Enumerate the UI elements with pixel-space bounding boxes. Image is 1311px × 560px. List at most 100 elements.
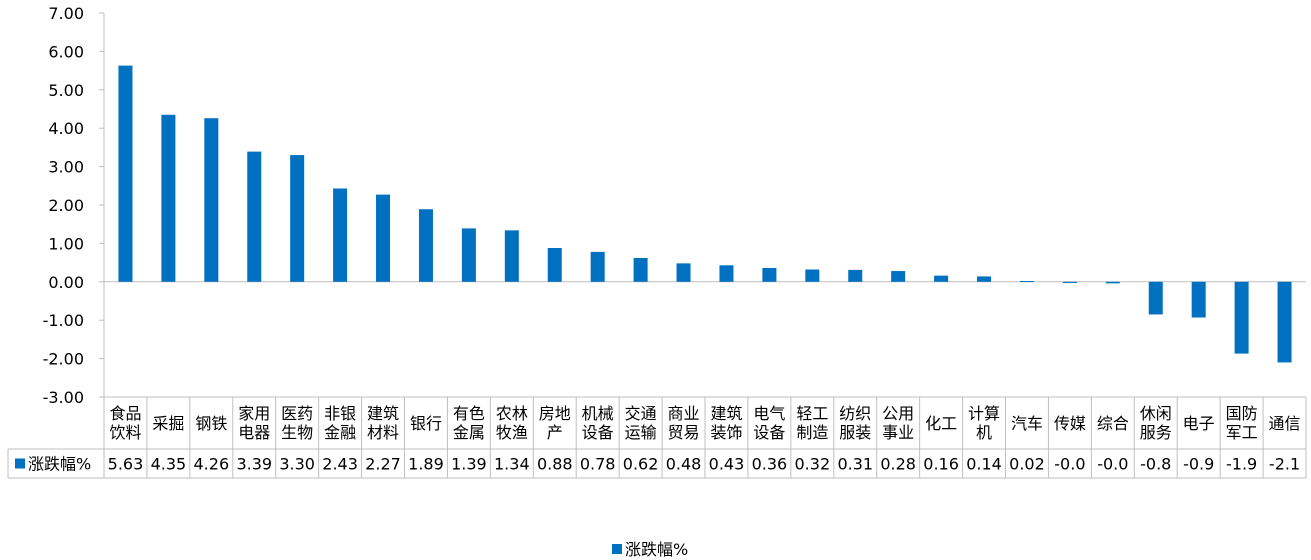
data-label: 4.35 — [151, 455, 187, 474]
data-label: -1.9 — [1226, 455, 1257, 474]
bar — [891, 271, 906, 282]
data-label: -0.8 — [1140, 455, 1171, 474]
y-tick-label: 6.00 — [48, 42, 84, 61]
data-label: 5.63 — [108, 455, 144, 474]
category-label: 汽车 — [1011, 414, 1043, 433]
data-label: 0.14 — [966, 455, 1002, 474]
data-label: -0.0 — [1054, 455, 1085, 474]
y-tick-label: 0.00 — [48, 273, 84, 292]
bar — [547, 248, 562, 282]
legend-swatch — [612, 544, 622, 554]
bar — [762, 267, 777, 282]
data-label: 2.43 — [322, 455, 358, 474]
data-label: -2.1 — [1269, 455, 1300, 474]
data-label: 0.43 — [709, 455, 745, 474]
bars — [118, 65, 1292, 363]
bar — [461, 228, 476, 282]
y-tick-label: 1.00 — [48, 234, 84, 253]
data-label: 2.27 — [365, 455, 401, 474]
category-label: 商业 — [668, 404, 700, 423]
bar — [1191, 281, 1206, 318]
y-tick-label: -3.00 — [43, 388, 84, 407]
data-label: 0.36 — [752, 455, 788, 474]
y-tick-label: 3.00 — [48, 158, 84, 177]
bar — [805, 269, 820, 282]
category-label: 电子 — [1183, 414, 1215, 433]
bar — [1148, 281, 1163, 315]
category-label: 服务 — [1140, 423, 1172, 442]
table-series-name: 涨跌幅% — [28, 455, 91, 474]
legend-label: 涨跌幅% — [625, 540, 688, 559]
category-label: 饮料 — [109, 423, 141, 442]
bar — [418, 209, 433, 282]
category-label: 通信 — [1269, 414, 1301, 433]
data-label: 0.32 — [795, 455, 831, 474]
y-axis: 7.00 6.00 5.00 4.00 3.00 2.00 1.00 0.00 -1.00 -2.… — [43, 4, 1306, 407]
data-label: -0.0 — [1097, 455, 1128, 474]
bar — [590, 251, 605, 282]
category-label: 化工 — [925, 414, 957, 433]
data-label: -0.9 — [1183, 455, 1214, 474]
category-label: 公用 — [882, 404, 914, 423]
y-tick-label: 4.00 — [48, 119, 84, 138]
data-label: 0.48 — [666, 455, 702, 474]
category-label: 事业 — [882, 423, 914, 442]
bar — [1105, 281, 1120, 284]
bar — [161, 114, 176, 282]
bar — [676, 263, 691, 282]
y-tick-label: 2.00 — [48, 196, 84, 215]
category-label: 建筑 — [367, 404, 399, 423]
category-label: 医药 — [281, 404, 313, 423]
data-label: 0.28 — [880, 455, 916, 474]
category-label: 制造 — [796, 423, 828, 442]
category-label: 房地 — [539, 404, 571, 423]
category-label: 建筑 — [710, 404, 742, 423]
category-label: 休闲 — [1140, 404, 1172, 423]
category-label: 牧渔 — [496, 423, 528, 442]
y-tick-label: -2.00 — [43, 350, 84, 369]
data-label: 0.88 — [537, 455, 573, 474]
bar — [633, 257, 648, 282]
category-label: 生物 — [281, 423, 313, 442]
category-label: 金融 — [324, 423, 356, 442]
bar — [376, 194, 391, 282]
data-label: 1.89 — [408, 455, 444, 474]
data-label: 0.02 — [1009, 455, 1045, 474]
data-label: 0.78 — [580, 455, 616, 474]
category-label: 电器 — [238, 423, 270, 442]
category-label: 设备 — [753, 423, 785, 442]
category-label: 轻工 — [796, 404, 828, 423]
bar — [290, 155, 305, 282]
category-label: 传媒 — [1054, 414, 1086, 433]
bar — [934, 275, 949, 282]
category-label: 计算 — [968, 404, 1000, 423]
bar — [977, 276, 992, 282]
bar — [1277, 281, 1292, 363]
category-label: 银行 — [410, 414, 442, 433]
data-label: 1.39 — [451, 455, 487, 474]
category-label: 综合 — [1097, 414, 1129, 433]
category-label: 贸易 — [668, 423, 700, 442]
bar — [333, 188, 348, 282]
category-label: 电气 — [753, 404, 785, 423]
category-label: 钢铁 — [195, 414, 227, 433]
bar — [1019, 281, 1034, 283]
category-label: 运输 — [625, 423, 657, 442]
category-label: 非银 — [324, 404, 356, 423]
bar — [504, 230, 519, 282]
category-label: 设备 — [582, 423, 614, 442]
category-label: 国防 — [1226, 404, 1258, 423]
category-label: 机 — [976, 423, 992, 442]
category-label: 家用 — [238, 404, 270, 423]
bar — [1062, 281, 1077, 283]
legend: 涨跌幅% — [612, 540, 688, 559]
table-legend-swatch — [15, 458, 25, 469]
data-label: 3.39 — [236, 455, 272, 474]
bar — [848, 269, 863, 282]
data-label: 0.31 — [837, 455, 873, 474]
bar — [204, 118, 219, 282]
category-label: 交通 — [625, 404, 657, 423]
bar — [1234, 281, 1249, 354]
data-label: 3.30 — [279, 455, 315, 474]
